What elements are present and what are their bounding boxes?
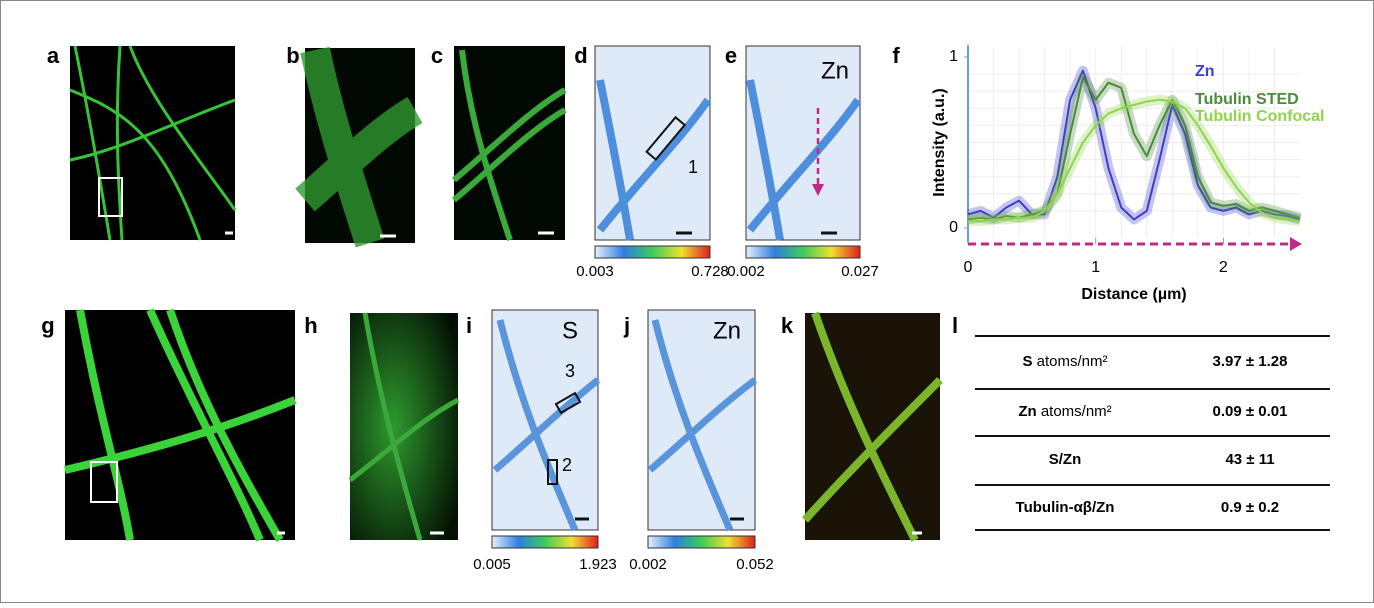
- element-label: Zn: [713, 317, 741, 344]
- row-value: 3.97 ± 1.28: [1213, 353, 1288, 370]
- panel-label: a: [47, 43, 60, 68]
- series-line: [968, 98, 1301, 223]
- fibers: [348, 312, 460, 541]
- colorbar-max: 0.027: [841, 263, 879, 280]
- row-element: S/Zn: [1049, 451, 1082, 468]
- panel-label: h: [304, 313, 317, 338]
- region-label: 1: [688, 157, 698, 177]
- y-axis-label: Intensity (a.u.): [931, 88, 948, 196]
- images: [64, 45, 943, 549]
- roi: [645, 115, 687, 161]
- roi: [554, 391, 582, 415]
- row-unit: atoms/nm²: [1041, 403, 1112, 420]
- fibers: [295, 46, 423, 248]
- fibers: [802, 311, 943, 542]
- panel-label: i: [466, 313, 472, 338]
- signal: [492, 319, 601, 532]
- legend-entry: Zn: [1195, 63, 1215, 80]
- region-label: 3: [565, 361, 575, 381]
- row-label: S atoms/nm²: [1022, 353, 1107, 370]
- x-tick-label: 1: [1091, 259, 1100, 276]
- signal: [746, 79, 862, 241]
- row-element: Zn: [1018, 403, 1036, 420]
- colorbar: [745, 245, 861, 259]
- fibers: [452, 49, 567, 241]
- panel-label: e: [725, 43, 737, 68]
- panel-label: j: [623, 313, 630, 338]
- row-value: 0.09 ± 0.01: [1213, 403, 1288, 420]
- panel-label: c: [431, 43, 443, 68]
- colorbar: [491, 535, 599, 549]
- panel-label: l: [952, 313, 958, 338]
- roi: [90, 461, 118, 503]
- panel-label: k: [781, 313, 794, 338]
- roi: [547, 459, 558, 485]
- roi: [98, 177, 123, 217]
- colorbar: [647, 535, 756, 549]
- fibers: [64, 308, 297, 542]
- y-tick-label: 0: [949, 219, 958, 236]
- table-l: S atoms/nm² 3.97 ± 1.28 Zn atoms/nm² 0.09 ±…: [975, 335, 1330, 531]
- x-tick-label: 2: [1219, 259, 1228, 276]
- row-value: 43 ± 11: [1225, 451, 1274, 468]
- x-arrowhead: [1290, 237, 1302, 251]
- scale-bars: [575, 231, 837, 521]
- x-tick-label: 0: [964, 259, 973, 276]
- colorbar-min: 0.002: [629, 556, 667, 573]
- row-unit: atoms/nm²: [1037, 353, 1108, 370]
- row-label: Zn atoms/nm²: [1018, 403, 1111, 420]
- colorbar-max: 0.052: [736, 556, 774, 573]
- colorbar-min: 0.002: [727, 263, 765, 280]
- panel-label: b: [286, 43, 299, 68]
- signal: [596, 79, 712, 241]
- region-label: 2: [562, 455, 572, 475]
- image-a: [70, 46, 235, 240]
- fibers: [69, 45, 237, 241]
- row-label: Tubulin-αβ/Zn: [1016, 499, 1115, 516]
- y-tick-label: 1: [949, 48, 958, 65]
- image-h: [350, 313, 458, 540]
- colorbar: [594, 245, 711, 259]
- legend-entry: Tubulin Confocal: [1195, 108, 1324, 125]
- image-c: [454, 46, 565, 240]
- panel-label: f: [892, 43, 900, 68]
- element-label: S: [562, 317, 578, 344]
- colorbar-min: 0.003: [576, 263, 614, 280]
- panel-label: g: [41, 313, 54, 338]
- arrowhead: [812, 184, 824, 196]
- x-axis-label: Distance (µm): [1081, 286, 1186, 303]
- row-label: S/Zn: [1049, 451, 1082, 468]
- legend-entry: Tubulin STED: [1195, 91, 1299, 108]
- series-line: [967, 76, 1301, 221]
- colorbar-min: 0.005: [473, 556, 511, 573]
- series-line: [967, 69, 1301, 221]
- panel-label: d: [574, 43, 587, 68]
- row-element: S: [1022, 353, 1032, 370]
- element-label: Zn: [821, 57, 849, 84]
- chart-f: 0 1 0 1 2 Distance (µm) Intensity (a.u.) Zn Tubu…: [931, 45, 1324, 303]
- colorbar-max: 1.923: [579, 556, 617, 573]
- row-element: Tubulin-αβ/Zn: [1016, 499, 1115, 516]
- colorbar-max: 0.728: [691, 263, 729, 280]
- signal: [647, 319, 758, 532]
- row-value: 0.9 ± 0.2: [1221, 499, 1279, 516]
